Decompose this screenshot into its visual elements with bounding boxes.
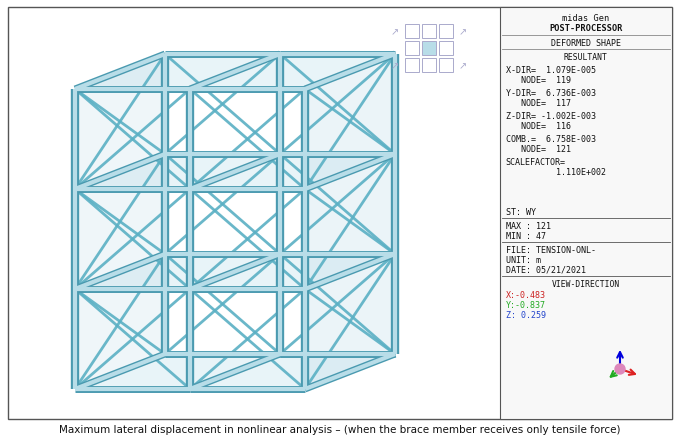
Bar: [439, 59, 453, 73]
Bar: [405, 25, 419, 39]
Text: ↗: ↗: [391, 27, 399, 37]
Text: UNIT: m: UNIT: m: [506, 255, 541, 265]
Text: MIN : 47: MIN : 47: [506, 231, 546, 240]
Text: ↗: ↗: [459, 61, 467, 71]
Text: Maximum lateral displacement in nonlinear analysis – (when the brace member rece: Maximum lateral displacement in nonlinea…: [59, 424, 621, 434]
Polygon shape: [75, 354, 280, 389]
Polygon shape: [190, 55, 395, 90]
Bar: [422, 25, 436, 39]
Polygon shape: [75, 254, 165, 389]
Polygon shape: [190, 354, 395, 389]
Bar: [422, 42, 436, 56]
Text: Z-DIR= -1.002E-003: Z-DIR= -1.002E-003: [506, 112, 596, 121]
Text: MAX : 121: MAX : 121: [506, 222, 551, 230]
Polygon shape: [75, 55, 165, 190]
Bar: [500, 8, 672, 419]
Bar: [405, 59, 419, 73]
Text: Y-DIR=  6.736E-003: Y-DIR= 6.736E-003: [506, 89, 596, 98]
Polygon shape: [75, 55, 280, 90]
Text: NODE=  121: NODE= 121: [511, 145, 571, 154]
Polygon shape: [75, 155, 280, 190]
Text: NODE=  117: NODE= 117: [511, 99, 571, 108]
Polygon shape: [75, 254, 280, 290]
Circle shape: [615, 364, 625, 374]
Bar: [422, 59, 436, 73]
Text: DEFORMED SHAPE: DEFORMED SHAPE: [551, 39, 621, 48]
Bar: [439, 25, 453, 39]
Polygon shape: [305, 55, 395, 190]
Text: DATE: 05/21/2021: DATE: 05/21/2021: [506, 265, 585, 274]
Bar: [405, 42, 419, 56]
Text: Z: 0.259: Z: 0.259: [506, 310, 546, 319]
Text: NODE=  116: NODE= 116: [511, 122, 571, 131]
Text: X:-0.483: X:-0.483: [506, 290, 546, 299]
Text: COMB.=  6.758E-003: COMB.= 6.758E-003: [506, 135, 596, 144]
Text: ↗: ↗: [459, 27, 467, 37]
Polygon shape: [305, 155, 395, 290]
Polygon shape: [75, 155, 165, 290]
Text: ST: WY: ST: WY: [506, 208, 536, 216]
Text: 1.110E+002: 1.110E+002: [511, 168, 606, 177]
Polygon shape: [190, 155, 395, 190]
Bar: [439, 42, 453, 56]
Text: NODE=  119: NODE= 119: [511, 76, 571, 85]
Text: X-DIR=  1.079E-005: X-DIR= 1.079E-005: [506, 66, 596, 75]
Polygon shape: [190, 254, 395, 290]
Text: ↗: ↗: [391, 61, 399, 71]
Text: POST-PROCESSOR: POST-PROCESSOR: [549, 24, 623, 33]
Text: FILE: TENSION-ONL-: FILE: TENSION-ONL-: [506, 245, 596, 254]
Text: SCALEFACTOR=: SCALEFACTOR=: [506, 158, 566, 166]
Text: midas Gen: midas Gen: [562, 14, 609, 23]
Text: Y:-0.837: Y:-0.837: [506, 300, 546, 309]
Text: RESULTANT: RESULTANT: [564, 53, 608, 62]
Polygon shape: [305, 254, 395, 389]
Text: VIEW-DIRECTION: VIEW-DIRECTION: [551, 279, 620, 288]
